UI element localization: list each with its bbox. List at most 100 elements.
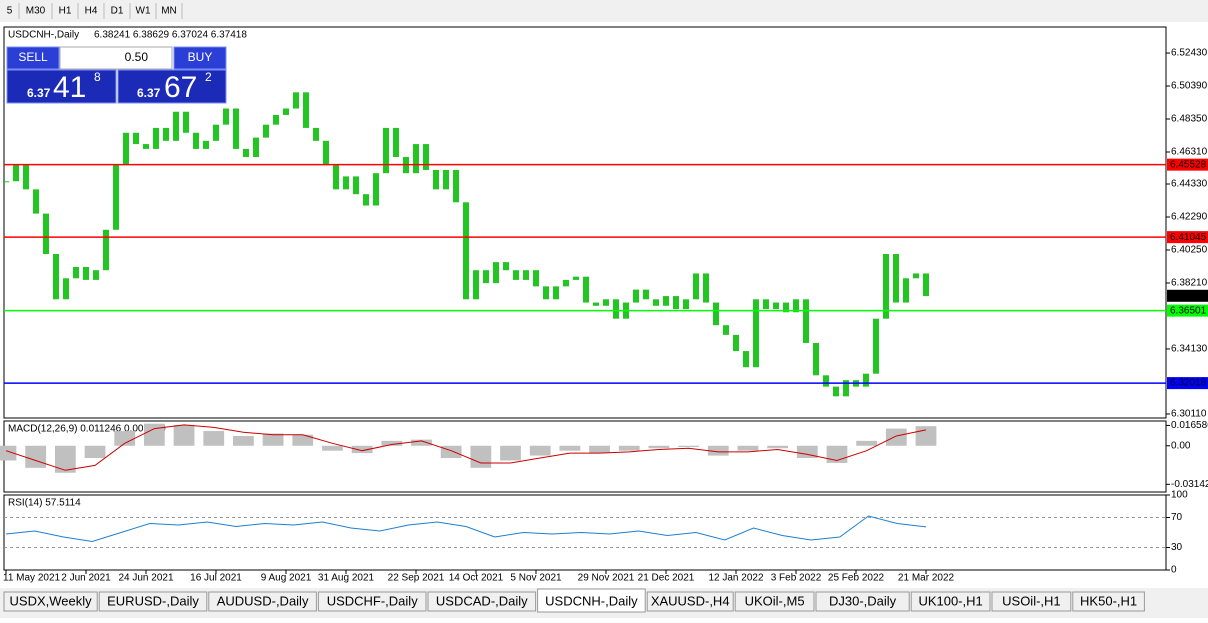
tab[interactable]	[208, 591, 317, 612]
candle	[703, 273, 709, 303]
candle	[883, 254, 889, 319]
lots-value: 0.50	[125, 50, 149, 64]
candle	[333, 165, 339, 190]
candle	[383, 127, 389, 174]
candle	[233, 108, 239, 149]
tab[interactable]	[734, 591, 815, 612]
candle	[733, 334, 739, 352]
candle	[683, 299, 689, 310]
sell-price-box[interactable]	[6, 69, 117, 104]
price-label: 6.37418	[1170, 290, 1207, 301]
histogram-bar	[114, 431, 136, 446]
tab[interactable]	[98, 591, 208, 612]
tab-label: UKOil-,M5	[745, 593, 805, 608]
y-tick-label: -0.03142	[1171, 479, 1208, 490]
histogram-bar	[173, 424, 195, 446]
tab[interactable]	[815, 591, 910, 612]
level-tag	[1167, 304, 1208, 317]
lots-input[interactable]	[59, 46, 173, 70]
histogram-bar	[915, 426, 937, 446]
x-tick-label: 9 Aug 2021	[261, 573, 312, 584]
tab[interactable]	[646, 591, 734, 612]
x-tick-label: 25 Feb 2022	[828, 573, 885, 584]
histogram-bar	[737, 445, 759, 451]
timeframe-button[interactable]: W1	[136, 6, 151, 17]
tab[interactable]	[537, 588, 646, 613]
indicator-title: RSI(14) 57.5114	[8, 498, 81, 509]
buy-label: BUY	[188, 50, 213, 64]
candle	[283, 108, 289, 115]
candle	[693, 273, 699, 300]
candle	[783, 302, 789, 313]
candle	[13, 165, 19, 182]
x-tick-label: 21 Dec 2021	[638, 573, 695, 584]
tab[interactable]	[910, 591, 991, 612]
buy-price-box[interactable]	[117, 69, 227, 104]
candle	[583, 276, 589, 303]
candle	[533, 270, 539, 287]
candle	[223, 108, 229, 125]
tab-label: USDCHF-,Daily	[327, 593, 419, 608]
candle	[713, 302, 719, 326]
timeframe-button[interactable]: H4	[85, 6, 98, 17]
histogram-bar	[678, 445, 699, 447]
candle	[893, 254, 899, 303]
x-tick-label: 14 Oct 2021	[449, 573, 504, 584]
timeframe-button[interactable]: M30	[26, 6, 46, 17]
toolbar-bg	[0, 0, 1208, 22]
histogram-bar	[559, 445, 581, 451]
tab[interactable]	[3, 591, 98, 612]
candle	[663, 296, 669, 306]
timeframe-button[interactable]: MN	[161, 6, 177, 17]
candle	[193, 132, 199, 149]
y-tick-label: 0.00	[1171, 440, 1191, 451]
candle	[183, 111, 189, 133]
y-tick-label: 0.016586	[1171, 420, 1208, 431]
candle	[113, 165, 119, 230]
level-tag	[1167, 158, 1208, 171]
histogram-bar	[25, 445, 47, 468]
y-tick-label: 6.38210	[1171, 278, 1208, 289]
level-label: 6.36501	[1170, 305, 1207, 316]
histogram-bar	[322, 445, 343, 451]
candle	[203, 140, 209, 149]
candle	[363, 194, 369, 206]
candle	[483, 270, 489, 284]
timeframe-button[interactable]: 5	[7, 6, 13, 17]
timeframe-button[interactable]: D1	[111, 6, 124, 17]
y-tick-label: 6.46310	[1171, 147, 1208, 158]
tab[interactable]	[317, 591, 427, 612]
candle	[213, 124, 219, 141]
candle	[823, 375, 829, 387]
candle	[773, 302, 779, 310]
histogram-bar	[500, 445, 521, 461]
histogram-bar	[856, 440, 878, 446]
histogram-bar	[618, 445, 640, 451]
candle	[803, 299, 809, 343]
candle	[863, 373, 869, 387]
y-tick-label: 6.50390	[1171, 81, 1208, 92]
candle	[373, 173, 379, 206]
tab[interactable]	[1072, 591, 1145, 612]
candle	[153, 127, 159, 149]
sell-button[interactable]	[6, 46, 60, 70]
tab[interactable]	[991, 591, 1072, 612]
candle	[573, 276, 579, 280]
histogram-bar	[767, 445, 788, 449]
sell-main: 41	[53, 71, 86, 104]
candle	[763, 299, 769, 310]
level-label: 6.41045	[1170, 232, 1207, 243]
buy-button[interactable]	[173, 46, 227, 70]
tab[interactable]	[427, 591, 537, 612]
y-tick-label: 6.42290	[1171, 212, 1208, 223]
candle	[413, 144, 419, 174]
tab-label: EURUSD-,Daily	[107, 593, 199, 608]
x-tick-label: 24 Jun 2021	[118, 573, 173, 584]
tab-label: USOil-,H1	[1002, 593, 1061, 608]
timeframe-button[interactable]: H1	[59, 6, 72, 17]
candle	[43, 213, 49, 255]
histogram-bar	[648, 445, 670, 449]
candle	[323, 140, 329, 166]
indicator-title: MACD(12,26,9) 0.011246 0.009710	[8, 424, 166, 435]
candle	[173, 111, 179, 141]
